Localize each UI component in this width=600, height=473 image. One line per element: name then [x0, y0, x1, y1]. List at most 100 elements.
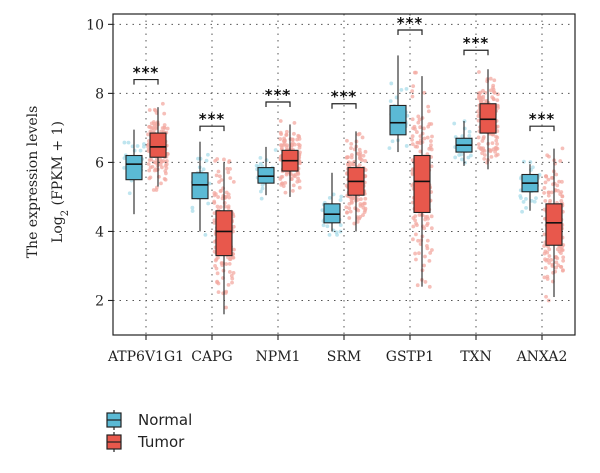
data-point — [265, 158, 269, 162]
box-iqr — [480, 104, 496, 133]
legend: Normal Tumor — [107, 410, 192, 452]
data-point — [364, 150, 368, 154]
data-point — [544, 180, 548, 184]
data-point — [496, 153, 500, 157]
data-point — [160, 166, 164, 170]
data-point — [413, 71, 417, 75]
data-point — [322, 223, 326, 227]
data-point — [414, 222, 418, 226]
box-normal-capg — [192, 142, 208, 232]
data-point — [425, 247, 429, 251]
data-point — [494, 135, 498, 139]
data-point — [359, 197, 363, 201]
data-point — [405, 87, 409, 91]
data-point — [389, 99, 393, 103]
data-point — [424, 280, 428, 284]
data-point — [543, 199, 547, 203]
box-iqr — [216, 211, 232, 256]
data-point — [522, 200, 526, 204]
data-point — [163, 126, 167, 130]
data-point — [479, 147, 483, 151]
data-point — [554, 173, 558, 177]
data-point — [561, 259, 565, 263]
data-point — [542, 275, 546, 279]
data-point — [149, 158, 153, 162]
significance-label: *** — [529, 110, 556, 128]
legend-tumor-label: Tumor — [137, 433, 185, 451]
data-point — [361, 136, 365, 140]
data-point — [467, 134, 471, 138]
data-point — [417, 251, 421, 255]
data-point — [213, 159, 217, 163]
data-point — [411, 237, 415, 241]
data-point — [545, 153, 549, 157]
data-point — [411, 142, 415, 146]
data-point — [427, 259, 431, 263]
data-point — [285, 173, 289, 177]
data-point — [149, 165, 153, 169]
data-point — [430, 226, 434, 230]
significance-label: *** — [133, 64, 160, 82]
data-point — [463, 119, 467, 123]
data-point — [547, 254, 551, 258]
data-point — [493, 150, 497, 154]
data-point — [165, 166, 169, 170]
box-iqr — [258, 168, 274, 184]
box-iqr — [414, 156, 430, 213]
data-point — [411, 134, 415, 138]
box-normal-npm1 — [258, 147, 274, 195]
data-point — [214, 259, 218, 263]
data-point — [220, 178, 224, 182]
significance-label: *** — [397, 14, 424, 32]
y-tick-label: 2 — [95, 293, 104, 309]
data-point — [428, 251, 432, 255]
data-point — [544, 295, 548, 299]
data-point — [546, 277, 550, 281]
data-point — [224, 290, 228, 294]
data-point — [391, 139, 395, 143]
data-point — [414, 258, 418, 262]
data-point — [215, 267, 219, 271]
data-point — [128, 191, 132, 195]
data-point — [561, 146, 565, 150]
data-point — [554, 260, 558, 264]
x-category-label: ATP6V1G1 — [107, 349, 184, 365]
data-point — [227, 206, 231, 210]
data-point — [206, 202, 210, 206]
data-point — [411, 216, 415, 220]
data-point — [347, 216, 351, 220]
legend-normal-label: Normal — [138, 411, 192, 429]
box-iqr — [324, 204, 340, 223]
data-point — [279, 119, 283, 123]
data-point — [477, 142, 481, 146]
data-point — [452, 122, 456, 126]
data-point — [232, 180, 236, 184]
data-point — [212, 200, 216, 204]
data-point — [546, 258, 550, 262]
data-point — [495, 98, 499, 102]
data-point — [279, 143, 283, 147]
data-point — [217, 290, 221, 294]
data-point — [358, 148, 362, 152]
data-point — [191, 209, 195, 213]
data-point — [411, 126, 415, 130]
data-point — [223, 201, 227, 205]
data-point — [219, 189, 223, 193]
data-point — [482, 157, 486, 161]
data-point — [546, 178, 550, 182]
data-point — [477, 70, 481, 74]
data-point — [232, 248, 236, 252]
data-point — [520, 210, 524, 214]
data-point — [429, 122, 433, 126]
box-iqr — [192, 173, 208, 199]
data-point — [411, 84, 415, 88]
data-point — [339, 223, 343, 227]
data-point — [291, 189, 295, 193]
box-tumor-anxa2 — [546, 149, 562, 297]
data-point — [457, 153, 461, 157]
data-point — [429, 146, 433, 150]
data-point — [418, 118, 422, 122]
data-point — [415, 145, 419, 149]
data-point — [349, 210, 353, 214]
data-point — [296, 172, 300, 176]
